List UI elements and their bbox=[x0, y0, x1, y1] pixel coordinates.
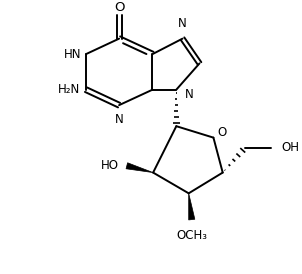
Text: O: O bbox=[217, 127, 227, 139]
Text: N: N bbox=[178, 17, 187, 30]
Text: HN: HN bbox=[64, 48, 81, 61]
Text: O: O bbox=[114, 1, 124, 14]
Text: N: N bbox=[115, 113, 124, 126]
Text: N: N bbox=[185, 88, 193, 101]
Text: OH: OH bbox=[281, 141, 300, 154]
Polygon shape bbox=[126, 163, 153, 173]
Text: OCH₃: OCH₃ bbox=[176, 229, 207, 242]
Text: H₂N: H₂N bbox=[58, 83, 80, 96]
Text: HO: HO bbox=[101, 159, 118, 172]
Polygon shape bbox=[189, 193, 195, 220]
